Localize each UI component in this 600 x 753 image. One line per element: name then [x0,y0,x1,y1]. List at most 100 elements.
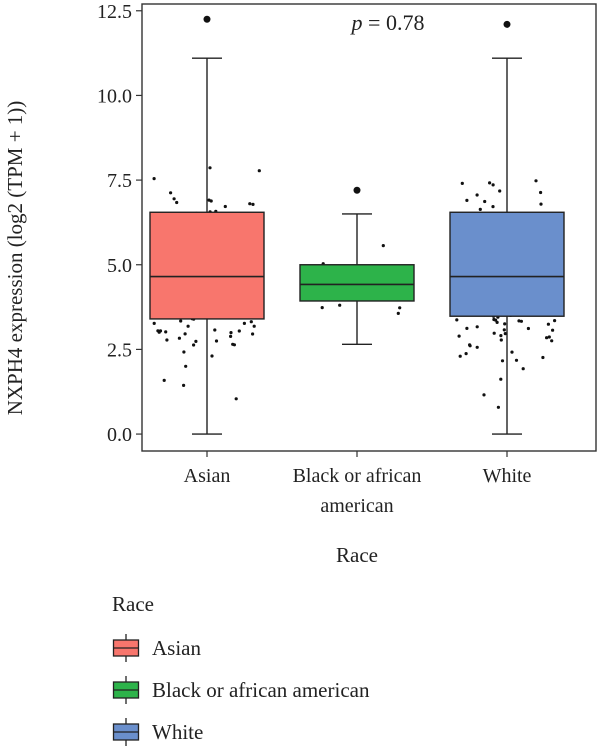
jitter-point [495,320,499,324]
jitter-point [252,324,256,328]
legend-key-white [112,718,140,746]
jitter-point [152,177,156,181]
jitter-point [192,343,196,347]
legend-label-white: White [152,719,204,744]
jitter-point [491,183,495,187]
legend-label-asian: Asian [152,635,201,660]
jitter-point [248,202,252,206]
jitter-point [492,317,496,322]
jitter-point [482,393,486,397]
jitter-point [503,332,507,336]
legend-title: Race [112,592,154,616]
jitter-point [398,306,402,310]
jitter-point [475,193,479,197]
jitter-point [175,200,179,205]
jitter-point [541,355,545,360]
jitter-point [214,339,219,343]
jitter-point [229,331,233,335]
x-tick-label: Asian [184,465,231,487]
y-tick-label: 2.5 [107,339,132,361]
jitter-point [223,204,227,209]
jitter-point [488,181,492,185]
jitter-point [207,198,211,202]
box-iqr [299,264,415,302]
x-tick-label: Black or african [293,465,422,487]
jitter-point [547,335,551,339]
box-iqr [149,211,265,320]
jitter-point [499,334,503,338]
x-tick-label: american [320,495,393,517]
jitter-point [464,352,468,356]
y-tick-label: 12.5 [97,1,132,23]
outlier-point [203,15,211,23]
legend-item-white: White [112,711,369,753]
legend-item-asian: Asian [112,627,369,669]
jitter-point [503,322,507,326]
box-3 [449,20,565,435]
jitter-point [478,207,482,211]
jitter-point [499,377,503,381]
jitter-point [210,354,214,358]
jitter-point [237,329,241,333]
jitter-point [396,311,400,315]
jitter-point [468,343,472,347]
jitter-point [510,350,514,354]
jitter-point [320,306,324,310]
jitter-point [251,332,255,336]
jitter-point [231,342,235,346]
jitter-point [182,383,186,387]
jitter-point [338,303,342,307]
jitter-point [465,326,469,330]
p-value: = 0.78 [363,10,425,35]
y-tick-label: 7.5 [107,170,132,192]
y-tick-label: 0.0 [107,424,132,446]
outlier-point [353,186,361,194]
jitter-point [455,318,459,322]
jitter-point [491,205,495,209]
jitter-point [519,319,524,323]
jitter-point [465,198,469,202]
jitter-point [499,338,503,342]
outlier-point [503,20,511,28]
jitter-point [502,328,506,332]
jitter-point [156,329,160,333]
box-plot-chart: 0.0 2.5 5.0 7.5 10.0 12.5 Asian Black or africa… [3,1,597,567]
jitter-point [234,397,238,401]
jitter-point [229,334,233,338]
jitter-point [545,336,549,340]
jitter-point [498,189,502,193]
jitter-point [553,319,557,323]
jitter-point [500,359,505,363]
legend: Race Asian Black or african american Whi… [112,592,369,753]
jitter-point [152,321,156,325]
jitter-point [186,324,190,328]
jitter-point [169,191,173,195]
box-1 [149,15,265,435]
box-2 [299,186,415,346]
jitter-point [251,202,255,206]
jitter-point [184,364,188,368]
jitter-point [457,334,461,338]
jitter-point [177,336,181,340]
jitter-point [381,244,385,248]
jitter-point [475,325,479,329]
legend-key-asian [112,634,140,662]
y-axis-title: NXPH4 expression (log2 (TPM + 1)) [3,101,27,416]
p-symbol: p [350,10,363,35]
x-axis-title: Race [336,543,378,567]
jitter-point [539,202,543,206]
jitter-point [242,321,246,325]
jitter-point [460,181,464,185]
box-iqr [449,211,565,317]
jitter-point [182,350,186,354]
jitter-point [517,319,521,323]
jitter-point [551,328,555,332]
axes: 0.0 2.5 5.0 7.5 10.0 12.5 Asian Black or africa… [97,1,597,517]
jitter-point [496,405,500,409]
jitter-point [475,345,479,349]
boxes [149,15,565,435]
jitter-point [492,331,496,335]
legend-label-black: Black or african american [152,677,370,702]
jitter-point [172,197,176,201]
jitter-point [165,338,169,342]
